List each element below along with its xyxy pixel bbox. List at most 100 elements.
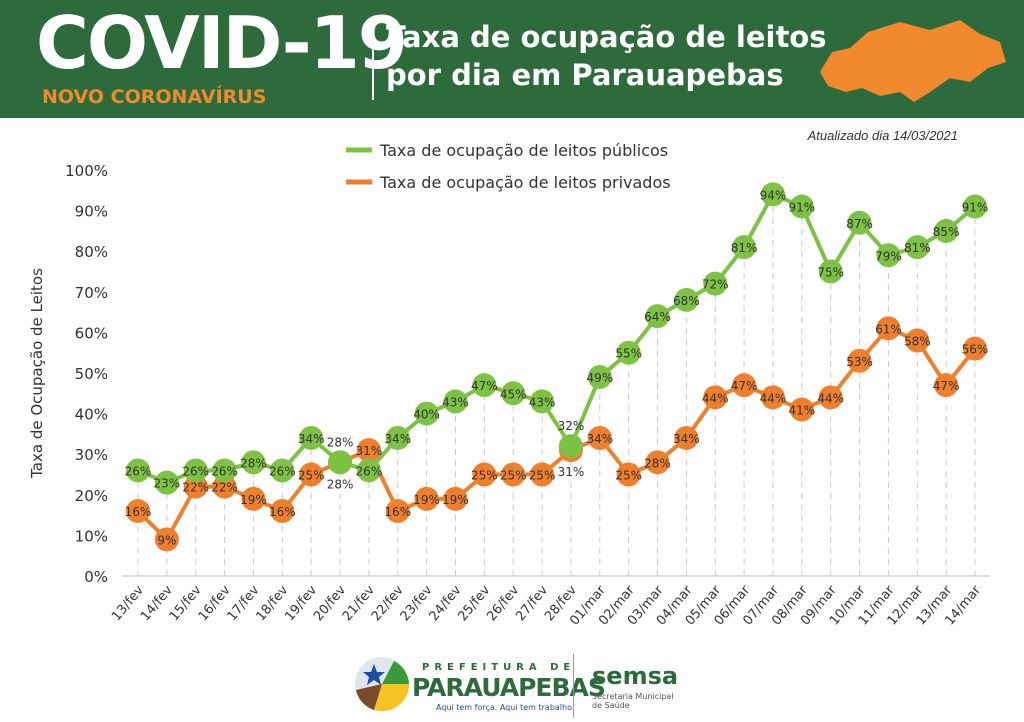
data-label: 55% <box>615 347 642 361</box>
data-point <box>645 450 670 475</box>
data-point <box>587 365 612 390</box>
data-point <box>443 486 468 511</box>
data-label: 19% <box>442 493 469 507</box>
data-point <box>674 425 699 450</box>
y-tick-label: 40% <box>75 406 108 424</box>
data-label: 43% <box>529 395 556 409</box>
data-point <box>414 401 439 426</box>
data-label: 44% <box>702 391 729 405</box>
legend-label: Taxa de ocupação de leitos privados <box>379 173 671 192</box>
data-point <box>558 434 583 459</box>
data-label: 75% <box>817 266 844 280</box>
data-point <box>703 271 728 296</box>
data-point <box>328 450 353 475</box>
data-point <box>847 348 872 373</box>
data-label: 26% <box>211 464 238 478</box>
data-label: 91% <box>962 201 989 215</box>
y-tick-label: 80% <box>75 243 108 261</box>
data-point <box>818 385 843 410</box>
data-point <box>732 235 757 260</box>
data-label: 68% <box>673 294 700 308</box>
data-label: 34% <box>384 432 411 446</box>
data-label: 61% <box>875 322 902 336</box>
updated-date: Atualizado dia 14/03/2021 <box>807 128 958 143</box>
data-point <box>818 259 843 284</box>
data-point <box>587 425 612 450</box>
data-label: 23% <box>154 477 181 491</box>
data-label: 28% <box>644 456 671 470</box>
data-label: 25% <box>615 469 642 483</box>
data-label: 31% <box>356 444 383 458</box>
para-map-icon <box>820 20 1006 102</box>
data-label: 25% <box>529 469 556 483</box>
data-point <box>270 458 295 483</box>
data-label: 94% <box>760 188 787 202</box>
data-point <box>356 458 381 483</box>
footer: PREFEITURA DE PARAUAPEBAS Aqui tem força… <box>0 650 1024 722</box>
y-tick-label: 10% <box>75 527 108 545</box>
data-point <box>732 373 757 398</box>
data-point <box>414 486 439 511</box>
data-label: 41% <box>788 404 815 418</box>
parauapebas-label: PARAUAPEBAS <box>412 673 606 702</box>
data-label: 81% <box>904 241 931 255</box>
data-label: 22% <box>182 481 209 495</box>
data-point <box>126 458 150 483</box>
series-line <box>137 191 977 485</box>
data-point <box>847 210 872 235</box>
data-label: 56% <box>962 343 989 357</box>
header-banner: COVID-19 NOVO CORONAVÍRUS Taxa de ocupaç… <box>0 0 1024 118</box>
footer-divider <box>573 654 574 718</box>
data-point <box>934 218 959 243</box>
data-point <box>876 243 901 268</box>
slogan: Aqui tem força. Aqui tem trabalho <box>436 703 572 712</box>
data-label: 91% <box>788 201 815 215</box>
data-label: 79% <box>875 249 902 263</box>
data-point <box>934 373 959 398</box>
data-point <box>905 328 930 353</box>
data-label: 26% <box>356 464 383 478</box>
data-point <box>241 486 266 511</box>
data-label: 45% <box>500 387 527 401</box>
data-label: 16% <box>269 505 296 519</box>
title-line-1: Taxa de ocupação de leitos <box>386 20 827 54</box>
y-tick-label: 60% <box>75 324 108 342</box>
data-label: 28% <box>327 435 354 449</box>
data-label: 28% <box>240 456 267 470</box>
data-point <box>789 397 814 422</box>
page-title: Taxa de ocupação de leitos por dia em Pa… <box>386 18 827 94</box>
data-point <box>299 425 324 450</box>
data-point <box>212 458 237 483</box>
title-line-2: por dia em Parauapebas <box>386 58 784 92</box>
data-label: 53% <box>846 355 873 369</box>
data-point <box>616 340 641 365</box>
data-point <box>789 194 814 219</box>
y-tick-label: 70% <box>75 284 108 302</box>
data-label: 81% <box>731 241 758 255</box>
data-label: 26% <box>182 464 209 478</box>
data-point <box>443 389 468 414</box>
y-tick-label: 50% <box>75 365 108 383</box>
data-label: 19% <box>413 493 440 507</box>
data-point <box>472 462 497 487</box>
parauapebas-logo-icon <box>355 657 410 712</box>
data-point <box>472 373 497 398</box>
data-point <box>530 389 555 414</box>
data-label: 34% <box>586 432 613 446</box>
data-label: 9% <box>157 533 176 547</box>
data-point <box>385 499 410 524</box>
data-point <box>645 304 670 329</box>
data-label: 25% <box>500 469 527 483</box>
data-point <box>356 438 381 463</box>
data-point <box>530 462 555 487</box>
data-label: 25% <box>471 469 498 483</box>
data-point <box>905 235 930 260</box>
semsa-subtitle: Secretaria Municipal de Saúde <box>592 692 674 710</box>
data-label: 87% <box>846 217 873 231</box>
y-tick-label: 100% <box>65 162 108 180</box>
data-label: 19% <box>240 493 267 507</box>
data-label: 32% <box>558 419 585 433</box>
data-label: 22% <box>211 481 238 495</box>
data-label: 72% <box>702 278 729 292</box>
data-point <box>760 385 785 410</box>
